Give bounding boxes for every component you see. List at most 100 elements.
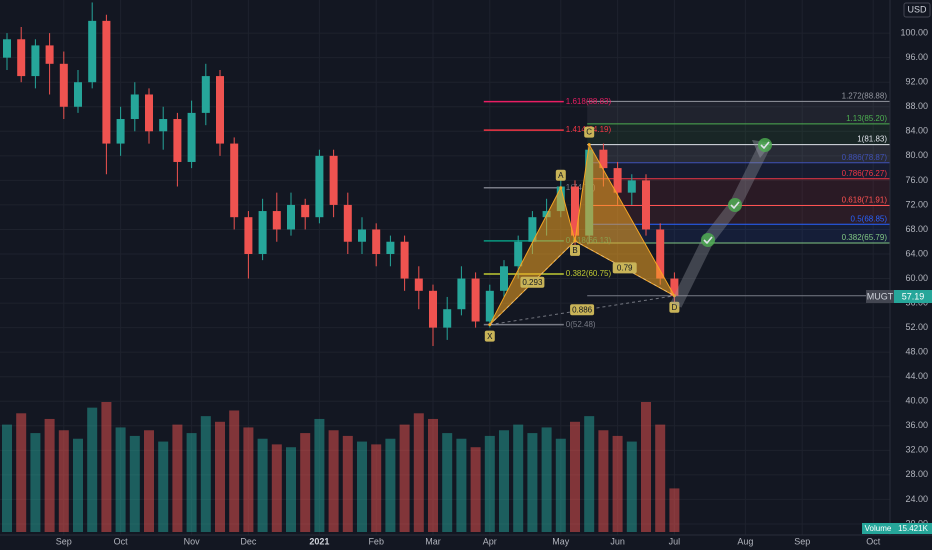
candle-body [514, 241, 523, 267]
last-price-badge [894, 290, 932, 303]
volume-bar [243, 427, 254, 532]
point-label: B [572, 246, 577, 255]
volume-bar [513, 424, 524, 532]
volume-bar [456, 438, 467, 532]
volume-bar [442, 433, 453, 532]
candle-body [670, 278, 679, 296]
volume-bar [300, 433, 311, 532]
y-tick-label: 32.00 [905, 445, 928, 455]
volume-bar [385, 438, 396, 532]
volume-bar [499, 430, 509, 532]
volume-bar [669, 488, 680, 532]
fib-label: 1(81.83) [857, 135, 887, 144]
fib-label: 0.382(60.75) [566, 269, 612, 278]
x-tick-label: Jul [669, 536, 681, 546]
volume-bar [229, 410, 240, 532]
candle-body [287, 204, 295, 230]
candle-body [230, 143, 239, 218]
volume-bar [271, 444, 282, 532]
fib-label: 0.786(76.27) [842, 169, 888, 178]
ratio-badge [520, 276, 545, 288]
candle-body [358, 229, 366, 242]
y-tick-label: 24.00 [905, 494, 928, 504]
candle-body [471, 278, 480, 322]
volume-bar [144, 430, 154, 532]
volume-value-badge [894, 523, 932, 534]
candle-body [627, 180, 636, 193]
volume-pane [2, 402, 680, 532]
volume-bar [413, 413, 424, 532]
volume-bar [555, 438, 566, 532]
candle-body [386, 241, 395, 255]
volume-bar [286, 447, 296, 532]
point-badge [484, 330, 495, 342]
x-tick-label: Sep [794, 536, 810, 546]
volume-bar [484, 435, 495, 532]
volume-bar [16, 413, 27, 532]
fib-label: 0.5(68.85) [851, 214, 888, 223]
y-tick-label: 92.00 [905, 77, 928, 87]
fib-zone [587, 123, 890, 145]
y-tick-label: 88.00 [905, 101, 928, 111]
volume-bar [428, 418, 438, 532]
check-icon [728, 198, 742, 212]
volume-bar [101, 402, 112, 532]
volume-bar [314, 418, 325, 532]
candle-body [500, 266, 508, 291]
candle-body [187, 112, 196, 162]
currency-badge [903, 2, 931, 18]
volume-bar [655, 424, 666, 532]
y-tick-label: 40.00 [905, 396, 928, 406]
candle-body [400, 241, 409, 279]
x-tick-label: Oct [114, 536, 129, 546]
volume-bar [30, 433, 41, 532]
volume-bar [328, 430, 339, 532]
fib-label: 1(74.79) [566, 183, 596, 192]
candle-body [102, 20, 111, 144]
candle-body [130, 94, 139, 120]
pattern-ratio-line [489, 240, 576, 326]
fib-label: 1.13(85.20) [846, 114, 887, 123]
volume-bar [129, 435, 140, 532]
ticker: MUGT [867, 291, 894, 301]
y-tick-label: 76.00 [905, 175, 928, 185]
ratio-label: 0.79 [617, 263, 633, 272]
volume-bar [58, 430, 69, 532]
x-tick-label: Mar [425, 536, 441, 546]
volume-bar [44, 418, 55, 532]
y-tick-label: 80.00 [905, 150, 928, 160]
candle-body [457, 278, 466, 310]
candle-body [17, 39, 26, 77]
volume-bar [541, 427, 552, 532]
fib-zone [587, 144, 890, 163]
fib-zone [587, 162, 890, 179]
projection-path [670, 142, 771, 308]
candle-body [116, 119, 125, 144]
last-price: 57.19 [902, 291, 925, 301]
volume-bar [87, 407, 98, 532]
y-tick-label: 60.00 [905, 273, 928, 283]
x-tick-label: Jun [610, 536, 625, 546]
y-tick-label: 96.00 [905, 52, 928, 62]
candle-body [216, 76, 224, 144]
candle-body [88, 20, 97, 83]
x-tick-label: 2021 [309, 536, 329, 546]
volume-bar [641, 402, 651, 532]
volume-bar [172, 424, 183, 532]
candle-body [485, 290, 494, 322]
harmonic-pattern: 0.293 0.79 0.886 X A B C D [484, 126, 680, 342]
y-tick-label: 28.00 [905, 469, 928, 479]
volume-bar [257, 438, 268, 532]
fib-label: 1.272(88.88) [842, 91, 888, 100]
y-tick-label: 100.00 [900, 28, 928, 38]
candle-body [443, 309, 452, 328]
x-tick-label: Feb [368, 536, 384, 546]
volume-bar [342, 435, 353, 532]
fib-zone [587, 101, 890, 124]
fib-label: 0(52.48) [566, 320, 596, 329]
fib-zone [587, 205, 890, 225]
x-tick-label: Nov [184, 536, 201, 546]
candle-body [329, 155, 338, 205]
ratio-badge [612, 262, 637, 274]
ticker-badge [866, 290, 894, 303]
